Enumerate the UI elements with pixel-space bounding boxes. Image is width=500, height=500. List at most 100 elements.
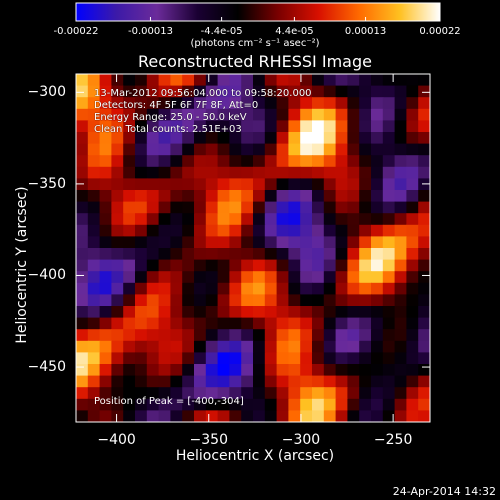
heatmap-cell xyxy=(194,259,207,272)
heatmap-cell xyxy=(241,97,254,110)
heatmap-cell xyxy=(182,108,195,121)
heatmap-cell xyxy=(205,108,219,121)
heatmap-cell xyxy=(99,317,112,330)
heatmap-cell xyxy=(170,190,183,203)
heatmap-cell xyxy=(359,398,372,411)
heatmap-cell xyxy=(123,120,136,133)
heatmap-cell xyxy=(288,155,301,168)
heatmap-cell xyxy=(394,317,407,330)
heatmap-cell xyxy=(205,120,219,133)
heatmap-cell xyxy=(241,85,254,98)
heatmap-cell xyxy=(312,340,325,353)
heatmap-cell xyxy=(276,306,289,319)
heatmap-cell xyxy=(300,120,313,133)
heatmap-cell xyxy=(87,398,101,411)
heatmap-cell xyxy=(229,132,242,145)
heatmap-cell xyxy=(205,143,219,156)
heatmap-cell xyxy=(76,398,89,411)
heatmap-cell xyxy=(418,143,430,156)
heatmap-cell xyxy=(241,317,254,330)
heatmap-cell xyxy=(194,364,207,377)
heatmap-cell xyxy=(312,259,325,272)
heatmap-cell xyxy=(229,155,242,168)
heatmap-cell xyxy=(205,166,219,179)
heatmap-cell xyxy=(406,108,419,121)
heatmap-cell xyxy=(241,166,254,179)
heatmap-cell xyxy=(123,213,136,226)
heatmap-cell xyxy=(217,387,230,400)
heatmap-cell xyxy=(335,155,348,168)
heatmap-cell xyxy=(87,143,101,156)
heatmap-cell xyxy=(323,143,337,156)
heatmap-cell xyxy=(371,340,384,353)
heatmap-cell xyxy=(253,259,266,272)
heatmap-cell xyxy=(76,248,89,261)
heatmap-cell xyxy=(170,120,183,133)
heatmap-cell xyxy=(335,97,348,110)
heatmap-cell xyxy=(382,329,396,342)
heatmap-cell xyxy=(229,329,242,342)
heatmap-cell xyxy=(182,97,195,110)
heatmap-cell xyxy=(323,410,337,422)
heatmap-cell xyxy=(382,317,396,330)
heatmap-cell xyxy=(347,364,360,377)
heatmap-cell xyxy=(146,178,160,191)
heatmap-cell xyxy=(418,74,430,87)
heatmap-cell xyxy=(371,352,384,365)
heatmap-cell xyxy=(276,271,289,284)
heatmap-cell xyxy=(335,236,348,249)
heatmap-cell xyxy=(158,213,171,226)
heatmap-cell xyxy=(335,120,348,133)
heatmap-cell xyxy=(394,178,407,191)
heatmap-cell xyxy=(182,166,195,179)
heatmap-cell xyxy=(205,410,219,422)
heatmap-cell xyxy=(123,329,136,342)
heatmap-cell xyxy=(158,282,171,295)
heatmap-cell xyxy=(288,294,301,307)
colorbar-gradient xyxy=(75,2,441,22)
heatmap-cell xyxy=(205,132,219,145)
heatmap-cell xyxy=(371,271,384,284)
heatmap-cell xyxy=(253,201,266,214)
heatmap-cell xyxy=(76,236,89,249)
heatmap-cell xyxy=(182,398,195,411)
heatmap-cell xyxy=(394,271,407,284)
heatmap-cell xyxy=(288,97,301,110)
heatmap-cell xyxy=(229,364,242,377)
heatmap-cell xyxy=(229,410,242,422)
heatmap-cell xyxy=(170,387,183,400)
heatmap-cell xyxy=(217,143,230,156)
colorbar-tick-label: -0.00022 xyxy=(53,26,99,37)
heatmap-cell xyxy=(300,248,313,261)
heatmap-cell xyxy=(123,190,136,203)
heatmap-cell xyxy=(406,271,419,284)
heatmap-cell xyxy=(182,317,195,330)
heatmap-cell xyxy=(87,97,101,110)
heatmap-cell xyxy=(135,178,148,191)
heatmap-cell xyxy=(347,259,360,272)
heatmap-cell xyxy=(323,166,337,179)
heatmap-cell xyxy=(335,224,348,237)
heatmap-cell xyxy=(253,410,266,422)
heatmap-cell xyxy=(170,294,183,307)
heatmap-cell xyxy=(382,108,396,121)
heatmap-cell xyxy=(312,352,325,365)
heatmap-cell xyxy=(241,259,254,272)
heatmap-cell xyxy=(406,387,419,400)
heatmap-cell xyxy=(182,178,195,191)
heatmap-cell xyxy=(418,364,430,377)
heatmap-cell xyxy=(87,201,101,214)
heatmap-cell xyxy=(170,108,183,121)
heatmap-cell xyxy=(300,306,313,319)
heatmap-cell xyxy=(288,398,301,411)
heatmap-cell xyxy=(300,340,313,353)
heatmap-cell xyxy=(158,166,171,179)
heatmap-cell xyxy=(135,352,148,365)
heatmap-cell xyxy=(146,364,160,377)
heatmap-cell xyxy=(335,317,348,330)
heatmap-cell xyxy=(182,259,195,272)
heatmap-cell xyxy=(312,132,325,145)
heatmap-cell xyxy=(418,224,430,237)
heatmap-cell xyxy=(406,352,419,365)
heatmap-cell xyxy=(406,259,419,272)
